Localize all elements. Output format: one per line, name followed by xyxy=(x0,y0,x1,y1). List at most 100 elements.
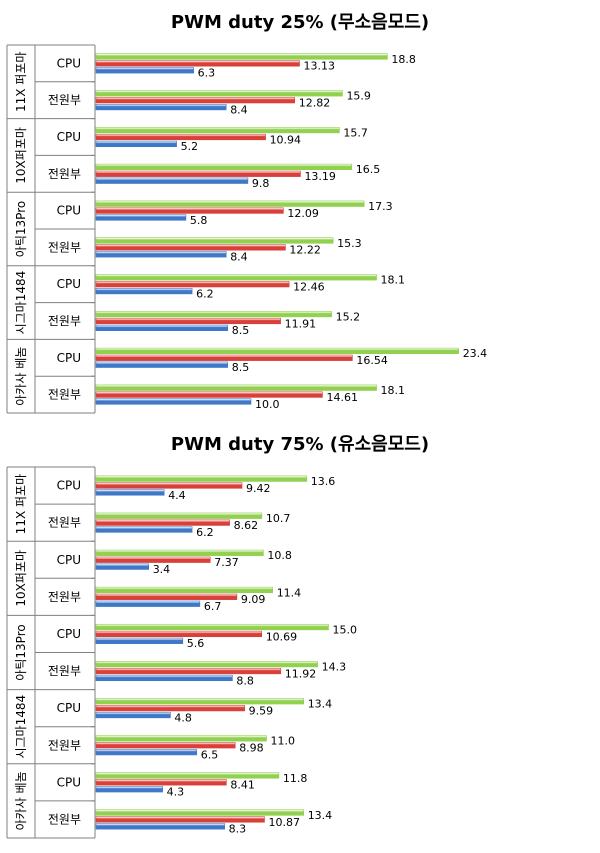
bar-green xyxy=(95,237,334,244)
bar-green xyxy=(95,623,329,631)
data-label: 9.09 xyxy=(241,593,266,606)
data-label: 8.8 xyxy=(236,674,254,687)
category-label: CPU xyxy=(57,56,81,70)
data-label: 7.37 xyxy=(214,556,239,569)
bar-blue xyxy=(95,104,227,111)
category-label: 전원부 xyxy=(48,516,81,530)
data-label: 8.4 xyxy=(230,103,248,116)
data-label: 15.0 xyxy=(333,623,358,636)
data-label: 15.2 xyxy=(336,310,361,323)
bar-blue xyxy=(95,361,229,368)
data-label: 11.91 xyxy=(285,317,317,330)
category-label: CPU xyxy=(57,130,81,144)
category-label: CPU xyxy=(57,351,81,365)
group-label: 11X 퍼포마 xyxy=(14,474,28,534)
data-label: 14.3 xyxy=(322,660,347,673)
group-label: 시그마1484 xyxy=(14,695,28,759)
bar-blue xyxy=(95,674,233,682)
data-label: 11.4 xyxy=(277,586,302,599)
data-label: 10.7 xyxy=(266,512,291,525)
bar-green xyxy=(95,661,318,668)
data-label: 4.4 xyxy=(168,489,186,502)
bar-green xyxy=(95,549,264,556)
bar-green xyxy=(95,475,308,482)
bar-green xyxy=(95,200,365,207)
group-label: 시그마1484 xyxy=(14,271,28,335)
data-label: 10.69 xyxy=(266,630,298,643)
category-label: 전원부 xyxy=(48,664,81,678)
data-label: 23.4 xyxy=(463,347,488,360)
data-label: 8.3 xyxy=(229,823,247,836)
category-label: 전원부 xyxy=(48,388,81,402)
bar-green xyxy=(95,586,273,594)
data-label: 16.54 xyxy=(356,354,388,367)
category-label: CPU xyxy=(57,553,81,567)
data-label: 5.6 xyxy=(187,637,205,650)
group-label: 11X 퍼포마 xyxy=(14,52,28,112)
category-label: 전원부 xyxy=(48,812,81,826)
data-label: 15.9 xyxy=(346,90,371,103)
category-label: 전원부 xyxy=(48,240,81,254)
bar-blue xyxy=(95,526,193,533)
data-label: 11.92 xyxy=(285,667,317,680)
group-label: 아틱13Pro xyxy=(14,624,28,680)
bar-blue xyxy=(95,749,198,756)
data-label: 10.87 xyxy=(268,816,300,829)
data-label: 5.8 xyxy=(190,214,208,227)
category-label: CPU xyxy=(57,204,81,218)
category-label: 전원부 xyxy=(48,738,81,752)
data-label: 3.4 xyxy=(153,563,171,576)
data-label: 4.3 xyxy=(167,786,185,799)
data-label: 12.46 xyxy=(293,281,325,294)
category-label: 전원부 xyxy=(48,167,81,181)
group-label: 아카사 베놈 xyxy=(14,771,28,830)
bar-red xyxy=(95,630,262,638)
data-label: 14.61 xyxy=(326,391,358,404)
bar-blue xyxy=(95,177,249,184)
bar-green xyxy=(95,274,377,281)
bar-red xyxy=(95,519,230,526)
bar-green xyxy=(95,90,343,97)
bar-blue xyxy=(95,563,150,570)
bar-red xyxy=(95,705,245,712)
bar-blue xyxy=(95,489,165,496)
data-label: 13.6 xyxy=(311,475,336,488)
category-label: CPU xyxy=(57,277,81,291)
bar-red xyxy=(95,482,243,489)
bar-green xyxy=(95,163,353,171)
bar-green xyxy=(95,384,377,391)
bar-blue xyxy=(95,324,229,332)
category-label: CPU xyxy=(57,775,81,789)
data-label: 8.98 xyxy=(239,742,264,755)
bar-green xyxy=(95,512,263,519)
bar-red xyxy=(95,354,353,361)
bar-blue xyxy=(95,823,225,830)
data-label: 13.4 xyxy=(308,698,333,711)
bar-red xyxy=(95,779,227,786)
bar-blue xyxy=(95,711,171,719)
data-label: 13.19 xyxy=(304,170,336,183)
data-label: 8.62 xyxy=(234,519,258,532)
data-label: 17.3 xyxy=(368,200,393,213)
bar-green xyxy=(95,698,304,705)
bar-red xyxy=(95,742,236,749)
data-label: 15.3 xyxy=(337,237,362,250)
data-label: 16.5 xyxy=(356,163,381,176)
bar-blue xyxy=(95,786,163,793)
chart-title: PWM duty 75% (유소음모드) xyxy=(171,434,429,455)
category-label: 전원부 xyxy=(48,590,81,604)
data-label: 11.0 xyxy=(271,735,296,748)
data-label: 5.2 xyxy=(181,140,199,153)
group-label: 아틱13Pro xyxy=(14,201,28,257)
data-label: 4.8 xyxy=(174,711,192,724)
bar-green xyxy=(95,809,304,816)
bar-red xyxy=(95,556,211,563)
data-label: 6.7 xyxy=(204,600,222,613)
data-label: 12.09 xyxy=(287,207,319,220)
data-label: 8.5 xyxy=(232,361,250,374)
data-label: 15.7 xyxy=(343,126,368,139)
bar-red xyxy=(95,133,266,141)
bar-red xyxy=(95,317,281,325)
bar-blue xyxy=(95,637,184,644)
